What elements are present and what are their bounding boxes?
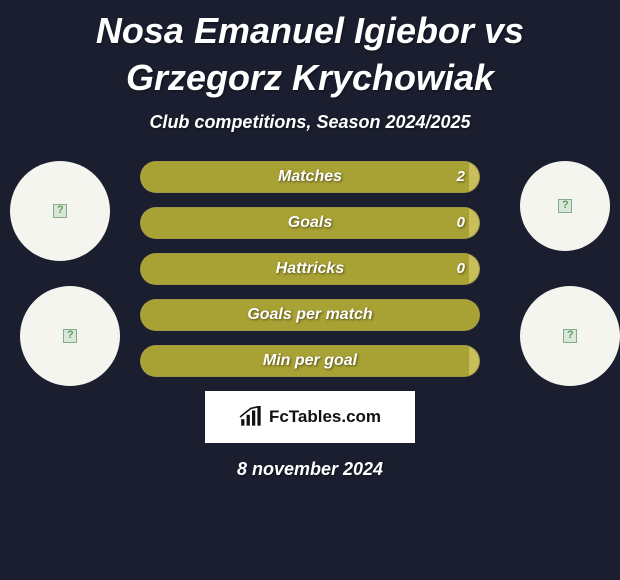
comparison-subtitle: Club competitions, Season 2024/2025: [0, 112, 620, 133]
stat-bar: Hattricks 0: [140, 253, 480, 285]
site-logo-text: FcTables.com: [269, 407, 381, 427]
team-2-logo: [520, 286, 620, 386]
stat-bar-value: 0: [457, 260, 465, 277]
stat-bar-label: Min per goal: [263, 352, 357, 370]
stat-bar-value: 0: [457, 214, 465, 231]
team-1-logo: [520, 161, 610, 251]
placeholder-image-icon: [63, 329, 77, 343]
stat-bar: Matches 2: [140, 161, 480, 193]
site-logo: FcTables.com: [205, 391, 415, 443]
chart-icon: [239, 406, 265, 428]
stat-bar-label: Matches: [278, 168, 342, 186]
comparison-title: Nosa Emanuel Igiebor vs Grzegorz Krychow…: [0, 0, 620, 102]
stat-bar: Min per goal: [140, 345, 480, 377]
player-2-avatar: [20, 286, 120, 386]
stat-bar-value: 2: [457, 168, 465, 185]
stat-bar-label: Hattricks: [276, 260, 344, 278]
placeholder-image-icon: [53, 204, 67, 218]
stat-bar: Goals per match: [140, 299, 480, 331]
content-area: Matches 2 Goals 0 Hattricks 0 Goals per match M…: [0, 161, 620, 480]
stat-bar: Goals 0: [140, 207, 480, 239]
placeholder-image-icon: [558, 199, 572, 213]
stat-bar-label: Goals: [288, 214, 332, 232]
player-1-avatar: [10, 161, 110, 261]
stat-bar-label: Goals per match: [247, 306, 372, 324]
placeholder-image-icon: [563, 329, 577, 343]
stat-bars: Matches 2 Goals 0 Hattricks 0 Goals per match M…: [140, 161, 480, 377]
snapshot-date: 8 november 2024: [10, 459, 610, 480]
